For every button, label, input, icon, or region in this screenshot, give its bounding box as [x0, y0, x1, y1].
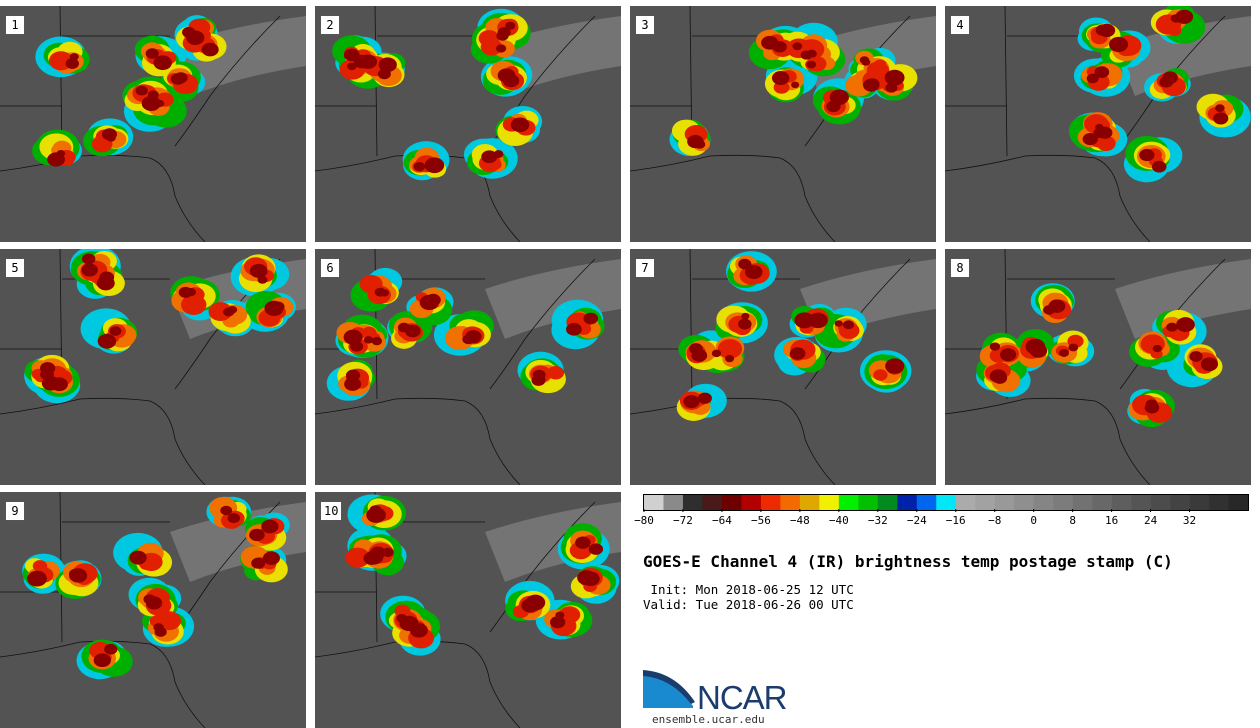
- colorbar-tick-label: 16: [1104, 514, 1119, 527]
- colorbar-swatch: [741, 495, 762, 510]
- colorbar-tick-label: 32: [1182, 514, 1197, 527]
- ncar-logo-icon: [643, 670, 695, 708]
- colorbar-swatch: [1131, 495, 1151, 510]
- colorbar-tick-label: −16: [945, 514, 966, 527]
- panel-6: 6: [315, 249, 621, 485]
- satellite-image: [630, 6, 936, 242]
- satellite-image: [315, 492, 621, 728]
- satellite-image: [630, 249, 936, 485]
- colorbar-frame: [643, 494, 1249, 511]
- colorbar-swatch: [1092, 495, 1112, 510]
- colorbar-swatch: [1189, 495, 1210, 510]
- colorbar-tick-label: −32: [867, 514, 888, 527]
- panel-label: 10: [320, 501, 343, 521]
- colorbar-tick-label: 24: [1143, 514, 1158, 527]
- colorbar-tick-label: −8: [988, 514, 1002, 527]
- panel-label: 9: [5, 501, 25, 521]
- colorbar-tick-label: −24: [906, 514, 927, 527]
- colorbar-swatch: [682, 495, 703, 510]
- colorbar: [643, 494, 1249, 512]
- figure-title: GOES-E Channel 4 (IR) brightness temp po…: [643, 552, 1173, 571]
- colorbar-swatch: [936, 495, 957, 510]
- colorbar-swatch: [1170, 495, 1190, 510]
- logo-wordmark: NCAR: [697, 679, 788, 716]
- colorbar-tick-label: −40: [828, 514, 849, 527]
- colorbar-swatch: [1209, 495, 1229, 510]
- panel-10: 10: [315, 492, 621, 728]
- colorbar-swatch: [1228, 495, 1249, 510]
- panel-label: 4: [950, 15, 970, 35]
- colorbar-swatch: [858, 495, 879, 510]
- colorbar-tick-labels: −80 −72 −64 −56 −48 −40 −32 −24 −16 −8 0 8 16 24 32: [634, 514, 1248, 530]
- panel-5: 5: [0, 249, 306, 485]
- colorbar-swatch: [1053, 495, 1073, 510]
- panel-8: 8: [945, 249, 1251, 485]
- colorbar-swatch: [877, 495, 898, 510]
- panel-3: 3: [630, 6, 936, 242]
- colorbar-swatch: [663, 495, 684, 510]
- colorbar-swatch: [916, 495, 937, 510]
- colorbar-swatch: [1150, 495, 1171, 510]
- panel-9: 9: [0, 492, 306, 728]
- colorbar-swatch: [1111, 495, 1132, 510]
- satellite-image: [0, 249, 306, 485]
- colorbar-tick-label: −56: [750, 514, 771, 527]
- colorbar-tick-label: −48: [789, 514, 810, 527]
- colorbar-tick-label: −80: [634, 514, 654, 527]
- satellite-image: [945, 249, 1251, 485]
- satellite-image: [315, 6, 621, 242]
- colorbar-swatch: [760, 495, 781, 510]
- colorbar-swatch: [975, 495, 996, 510]
- panel-label: 2: [320, 15, 340, 35]
- panel-label: 8: [950, 258, 970, 278]
- colorbar-swatch: [1072, 495, 1093, 510]
- satellite-image: [0, 6, 306, 242]
- colorbar-tick-label: −72: [673, 514, 693, 527]
- colorbar-swatch: [644, 495, 664, 510]
- satellite-image: [0, 492, 306, 728]
- logo-url: ensemble.ucar.edu: [652, 713, 765, 726]
- panel-label: 7: [635, 258, 655, 278]
- colorbar-swatch: [838, 495, 859, 510]
- valid-time: Valid: Tue 2018-06-26 00 UTC: [643, 597, 854, 612]
- colorbar-tick-label: 0: [1030, 514, 1037, 527]
- panel-label: 6: [320, 258, 340, 278]
- colorbar-swatch: [702, 495, 723, 510]
- colorbar-swatch: [799, 495, 820, 510]
- panel-2: 2: [315, 6, 621, 242]
- colorbar-tick-label: −64: [711, 514, 732, 527]
- colorbar-swatch: [897, 495, 918, 510]
- colorbar-swatch: [955, 495, 976, 510]
- satellite-image: [945, 6, 1251, 242]
- panel-label: 3: [635, 15, 655, 35]
- colorbar-swatch: [721, 495, 742, 510]
- panel-1: 1: [0, 6, 306, 242]
- colorbar-swatch: [1014, 495, 1034, 510]
- init-time: Init: Mon 2018-06-25 12 UTC: [643, 582, 854, 597]
- colorbar-swatch: [994, 495, 1015, 510]
- colorbar-swatch: [780, 495, 801, 510]
- panel-label: 1: [5, 15, 25, 35]
- panel-4: 4: [945, 6, 1251, 242]
- panel-7: 7: [630, 249, 936, 485]
- colorbar-swatch: [1033, 495, 1054, 510]
- colorbar-swatch: [819, 495, 840, 510]
- panel-label: 5: [5, 258, 25, 278]
- satellite-image: [315, 249, 621, 485]
- colorbar-tick-label: 8: [1069, 514, 1076, 527]
